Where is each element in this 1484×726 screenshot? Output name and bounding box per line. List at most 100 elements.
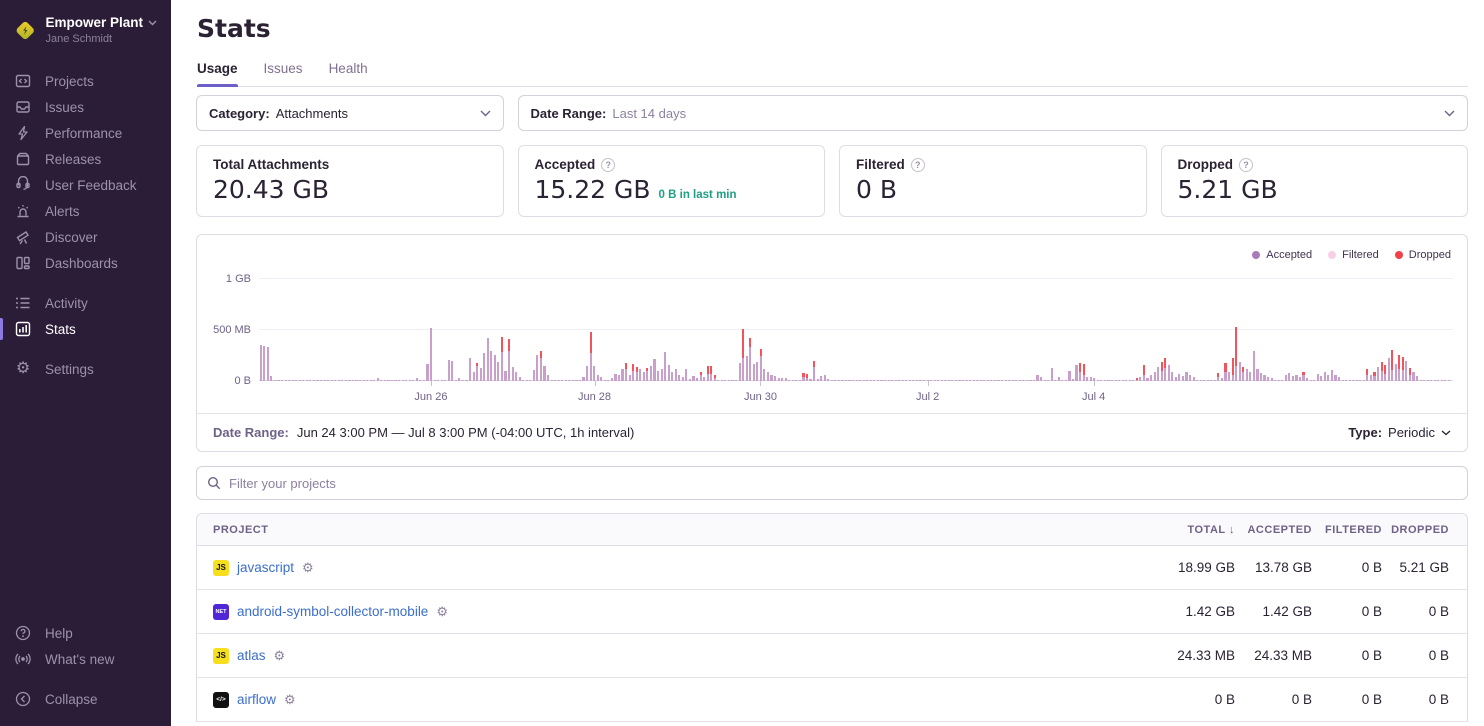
- usage-bar[interactable]: [660, 275, 664, 381]
- usage-bar[interactable]: [369, 275, 373, 381]
- usage-bar[interactable]: [465, 275, 469, 381]
- usage-bar[interactable]: [486, 275, 490, 381]
- usage-bar[interactable]: [841, 275, 845, 381]
- usage-bar[interactable]: [401, 275, 405, 381]
- usage-bar[interactable]: [1046, 275, 1050, 381]
- usage-bar[interactable]: [1224, 275, 1228, 381]
- usage-bar[interactable]: [798, 275, 802, 381]
- usage-bar[interactable]: [997, 275, 1001, 381]
- sidebar-item-settings[interactable]: ⚙ Settings: [0, 356, 171, 382]
- usage-bar[interactable]: [709, 275, 713, 381]
- usage-bar[interactable]: [915, 275, 919, 381]
- usage-bar[interactable]: [1355, 275, 1359, 381]
- usage-bar[interactable]: [1202, 275, 1206, 381]
- usage-bar[interactable]: [1401, 275, 1405, 381]
- usage-bar[interactable]: [1437, 275, 1441, 381]
- usage-bar[interactable]: [1192, 275, 1196, 381]
- usage-bar[interactable]: [1163, 275, 1167, 381]
- help-icon[interactable]: ?: [1239, 157, 1253, 172]
- usage-bar[interactable]: [734, 275, 738, 381]
- usage-bar[interactable]: [259, 275, 263, 381]
- usage-bar[interactable]: [1376, 275, 1380, 381]
- usage-bar[interactable]: [954, 275, 958, 381]
- usage-bar[interactable]: [532, 275, 536, 381]
- usage-bar[interactable]: [862, 275, 866, 381]
- usage-bar[interactable]: [1220, 275, 1224, 381]
- usage-bar[interactable]: [1007, 275, 1011, 381]
- usage-bar[interactable]: [1312, 275, 1316, 381]
- usage-bar[interactable]: [1405, 275, 1409, 381]
- usage-bar[interactable]: [433, 275, 437, 381]
- usage-bar[interactable]: [1373, 275, 1377, 381]
- legend-item-dropped[interactable]: Dropped: [1394, 247, 1451, 263]
- sidebar-item-stats[interactable]: Stats: [0, 316, 171, 342]
- usage-bar[interactable]: [578, 275, 582, 381]
- usage-bar[interactable]: [1327, 275, 1331, 381]
- usage-bar[interactable]: [1149, 275, 1153, 381]
- usage-bar[interactable]: [1440, 275, 1444, 381]
- usage-bar[interactable]: [323, 275, 327, 381]
- usage-bar[interactable]: [1245, 275, 1249, 381]
- usage-bar[interactable]: [582, 275, 586, 381]
- usage-bar[interactable]: [1171, 275, 1175, 381]
- usage-bar[interactable]: [280, 275, 284, 381]
- usage-bar[interactable]: [1444, 275, 1448, 381]
- usage-bar[interactable]: [699, 275, 703, 381]
- usage-bar[interactable]: [1288, 275, 1292, 381]
- usage-bar[interactable]: [1054, 275, 1058, 381]
- usage-bar[interactable]: [1291, 275, 1295, 381]
- usage-bar[interactable]: [1188, 275, 1192, 381]
- usage-bar[interactable]: [1359, 275, 1363, 381]
- usage-bar[interactable]: [287, 275, 291, 381]
- usage-bar[interactable]: [426, 275, 430, 381]
- usage-bar[interactable]: [947, 275, 951, 381]
- usage-bar[interactable]: [848, 275, 852, 381]
- usage-bar[interactable]: [461, 275, 465, 381]
- usage-bar[interactable]: [1117, 275, 1121, 381]
- help-icon[interactable]: ?: [601, 157, 616, 172]
- usage-bar[interactable]: [1323, 275, 1327, 381]
- usage-bar[interactable]: [1369, 275, 1373, 381]
- usage-bar[interactable]: [972, 275, 976, 381]
- usage-bar[interactable]: [614, 275, 618, 381]
- usage-bar[interactable]: [802, 275, 806, 381]
- usage-bar[interactable]: [454, 275, 458, 381]
- usage-bar[interactable]: [695, 275, 699, 381]
- usage-bar[interactable]: [589, 275, 593, 381]
- usage-bar[interactable]: [731, 275, 735, 381]
- usage-bar[interactable]: [497, 275, 501, 381]
- usage-bar[interactable]: [823, 275, 827, 381]
- usage-bar[interactable]: [475, 275, 479, 381]
- usage-bar[interactable]: [983, 275, 987, 381]
- usage-bar[interactable]: [624, 275, 628, 381]
- sidebar-item-help[interactable]: Help: [0, 620, 171, 646]
- usage-bar[interactable]: [351, 275, 355, 381]
- usage-bar[interactable]: [1096, 275, 1100, 381]
- sidebar-item-dashboards[interactable]: Dashboards: [0, 250, 171, 276]
- usage-bar[interactable]: [1114, 275, 1118, 381]
- usage-bar[interactable]: [585, 275, 589, 381]
- usage-bar[interactable]: [944, 275, 948, 381]
- usage-bar[interactable]: [1433, 275, 1437, 381]
- usage-bar[interactable]: [294, 275, 298, 381]
- usage-bar[interactable]: [1107, 275, 1111, 381]
- usage-bar[interactable]: [525, 275, 529, 381]
- usage-bar[interactable]: [1217, 275, 1221, 381]
- usage-bar[interactable]: [720, 275, 724, 381]
- usage-bar[interactable]: [1263, 275, 1267, 381]
- usage-bar[interactable]: [1309, 275, 1313, 381]
- usage-bar[interactable]: [1110, 275, 1114, 381]
- usage-bar[interactable]: [511, 275, 515, 381]
- sidebar-item-projects[interactable]: Projects: [0, 68, 171, 94]
- usage-bar[interactable]: [1341, 275, 1345, 381]
- usage-bar[interactable]: [897, 275, 901, 381]
- usage-bar[interactable]: [844, 275, 848, 381]
- usage-bar[interactable]: [607, 275, 611, 381]
- usage-bar[interactable]: [309, 275, 313, 381]
- usage-bar[interactable]: [752, 275, 756, 381]
- usage-bar[interactable]: [635, 275, 639, 381]
- usage-bar[interactable]: [866, 275, 870, 381]
- usage-bar[interactable]: [546, 275, 550, 381]
- usage-bar[interactable]: [1093, 275, 1097, 381]
- usage-bar[interactable]: [646, 275, 650, 381]
